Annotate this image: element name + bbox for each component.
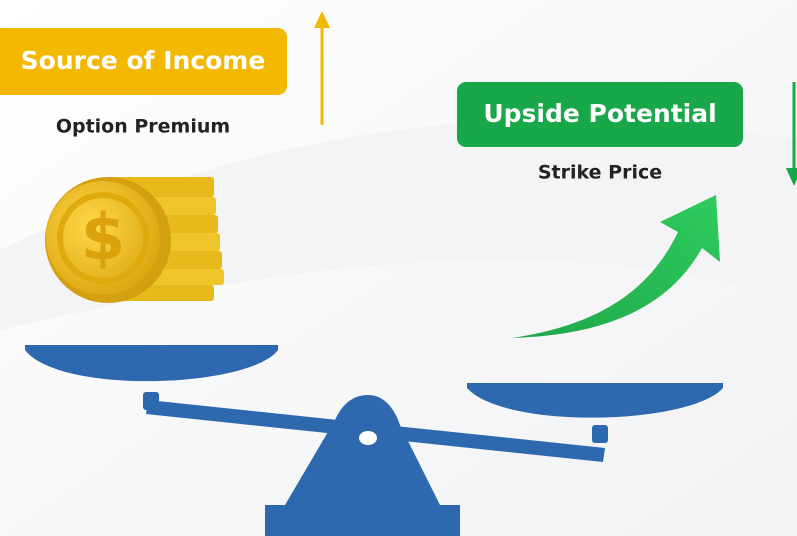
label-subtitle: Option Premium <box>56 116 230 138</box>
illustration: Source of Income Option Premium Upside P… <box>0 0 797 536</box>
label-title: Source of Income <box>21 46 266 75</box>
label-title: Upside Potential <box>483 99 716 128</box>
svg-text:$: $ <box>81 202 126 276</box>
label-subtitle: Strike Price <box>538 162 662 184</box>
coin-stack: $ <box>45 177 224 303</box>
page: {"left": {"title": "Source of Income", "… <box>0 0 797 536</box>
